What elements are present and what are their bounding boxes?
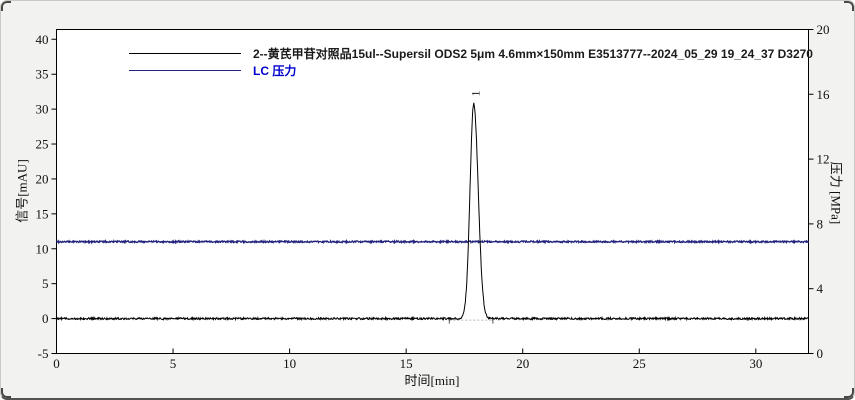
signal-trace bbox=[56, 102, 809, 322]
left-axis-tick-label: 30 bbox=[36, 102, 49, 117]
signal-series-label: 2--黄芪甲苷对照品15ul--Supersil ODS2 5μm 4.6mm×… bbox=[253, 47, 813, 61]
right-axis-tick-label: 16 bbox=[817, 87, 831, 102]
left-axis-tick-label: 40 bbox=[36, 32, 49, 47]
x-axis-tick-label: 20 bbox=[516, 356, 529, 371]
x-axis-tick-label: 5 bbox=[170, 356, 177, 371]
x-axis-tick-label: 10 bbox=[283, 356, 296, 371]
pressure-trace bbox=[55, 238, 810, 245]
left-y-axis-title: 信号[mAU] bbox=[14, 159, 30, 223]
right-axis-tick-label: 12 bbox=[817, 152, 830, 167]
left-axis-tick-label: 10 bbox=[36, 241, 49, 256]
left-axis-tick-label: 20 bbox=[36, 171, 49, 186]
left-axis-tick-label: 5 bbox=[42, 276, 49, 291]
right-axis-tick-label: 4 bbox=[817, 281, 824, 296]
right-axis-tick-label: 8 bbox=[817, 216, 824, 231]
x-axis-tick-label: 0 bbox=[53, 356, 60, 371]
right-y-axis-title: 压力 [MPa] bbox=[828, 161, 844, 225]
legend-entry-pressure: LC 压力 bbox=[129, 62, 296, 79]
x-axis-title: 时间[min] bbox=[404, 373, 460, 388]
peak-label: 1 bbox=[468, 91, 482, 97]
right-axis-tick-label: 20 bbox=[817, 22, 830, 37]
legend-entry-signal: 2--黄芪甲苷对照品15ul--Supersil ODS2 5μm 4.6mm×… bbox=[129, 45, 813, 62]
left-axis-tick-label: 25 bbox=[36, 137, 49, 152]
x-axis-tick-label: 25 bbox=[633, 356, 646, 371]
x-axis-tick-label: 30 bbox=[749, 356, 762, 371]
pressure-line-swatch bbox=[129, 70, 241, 71]
right-axis-tick-label: 0 bbox=[817, 346, 824, 361]
x-axis-tick-label: 15 bbox=[400, 356, 413, 371]
left-axis-tick-label: 35 bbox=[36, 67, 49, 82]
plot-area bbox=[56, 29, 809, 354]
left-axis-tick-label: 0 bbox=[42, 311, 49, 326]
left-axis-tick-label: -5 bbox=[38, 346, 49, 361]
left-axis-tick-label: 15 bbox=[36, 206, 49, 221]
pressure-series-label: LC 压力 bbox=[253, 64, 297, 78]
signal-line-swatch bbox=[129, 53, 241, 54]
